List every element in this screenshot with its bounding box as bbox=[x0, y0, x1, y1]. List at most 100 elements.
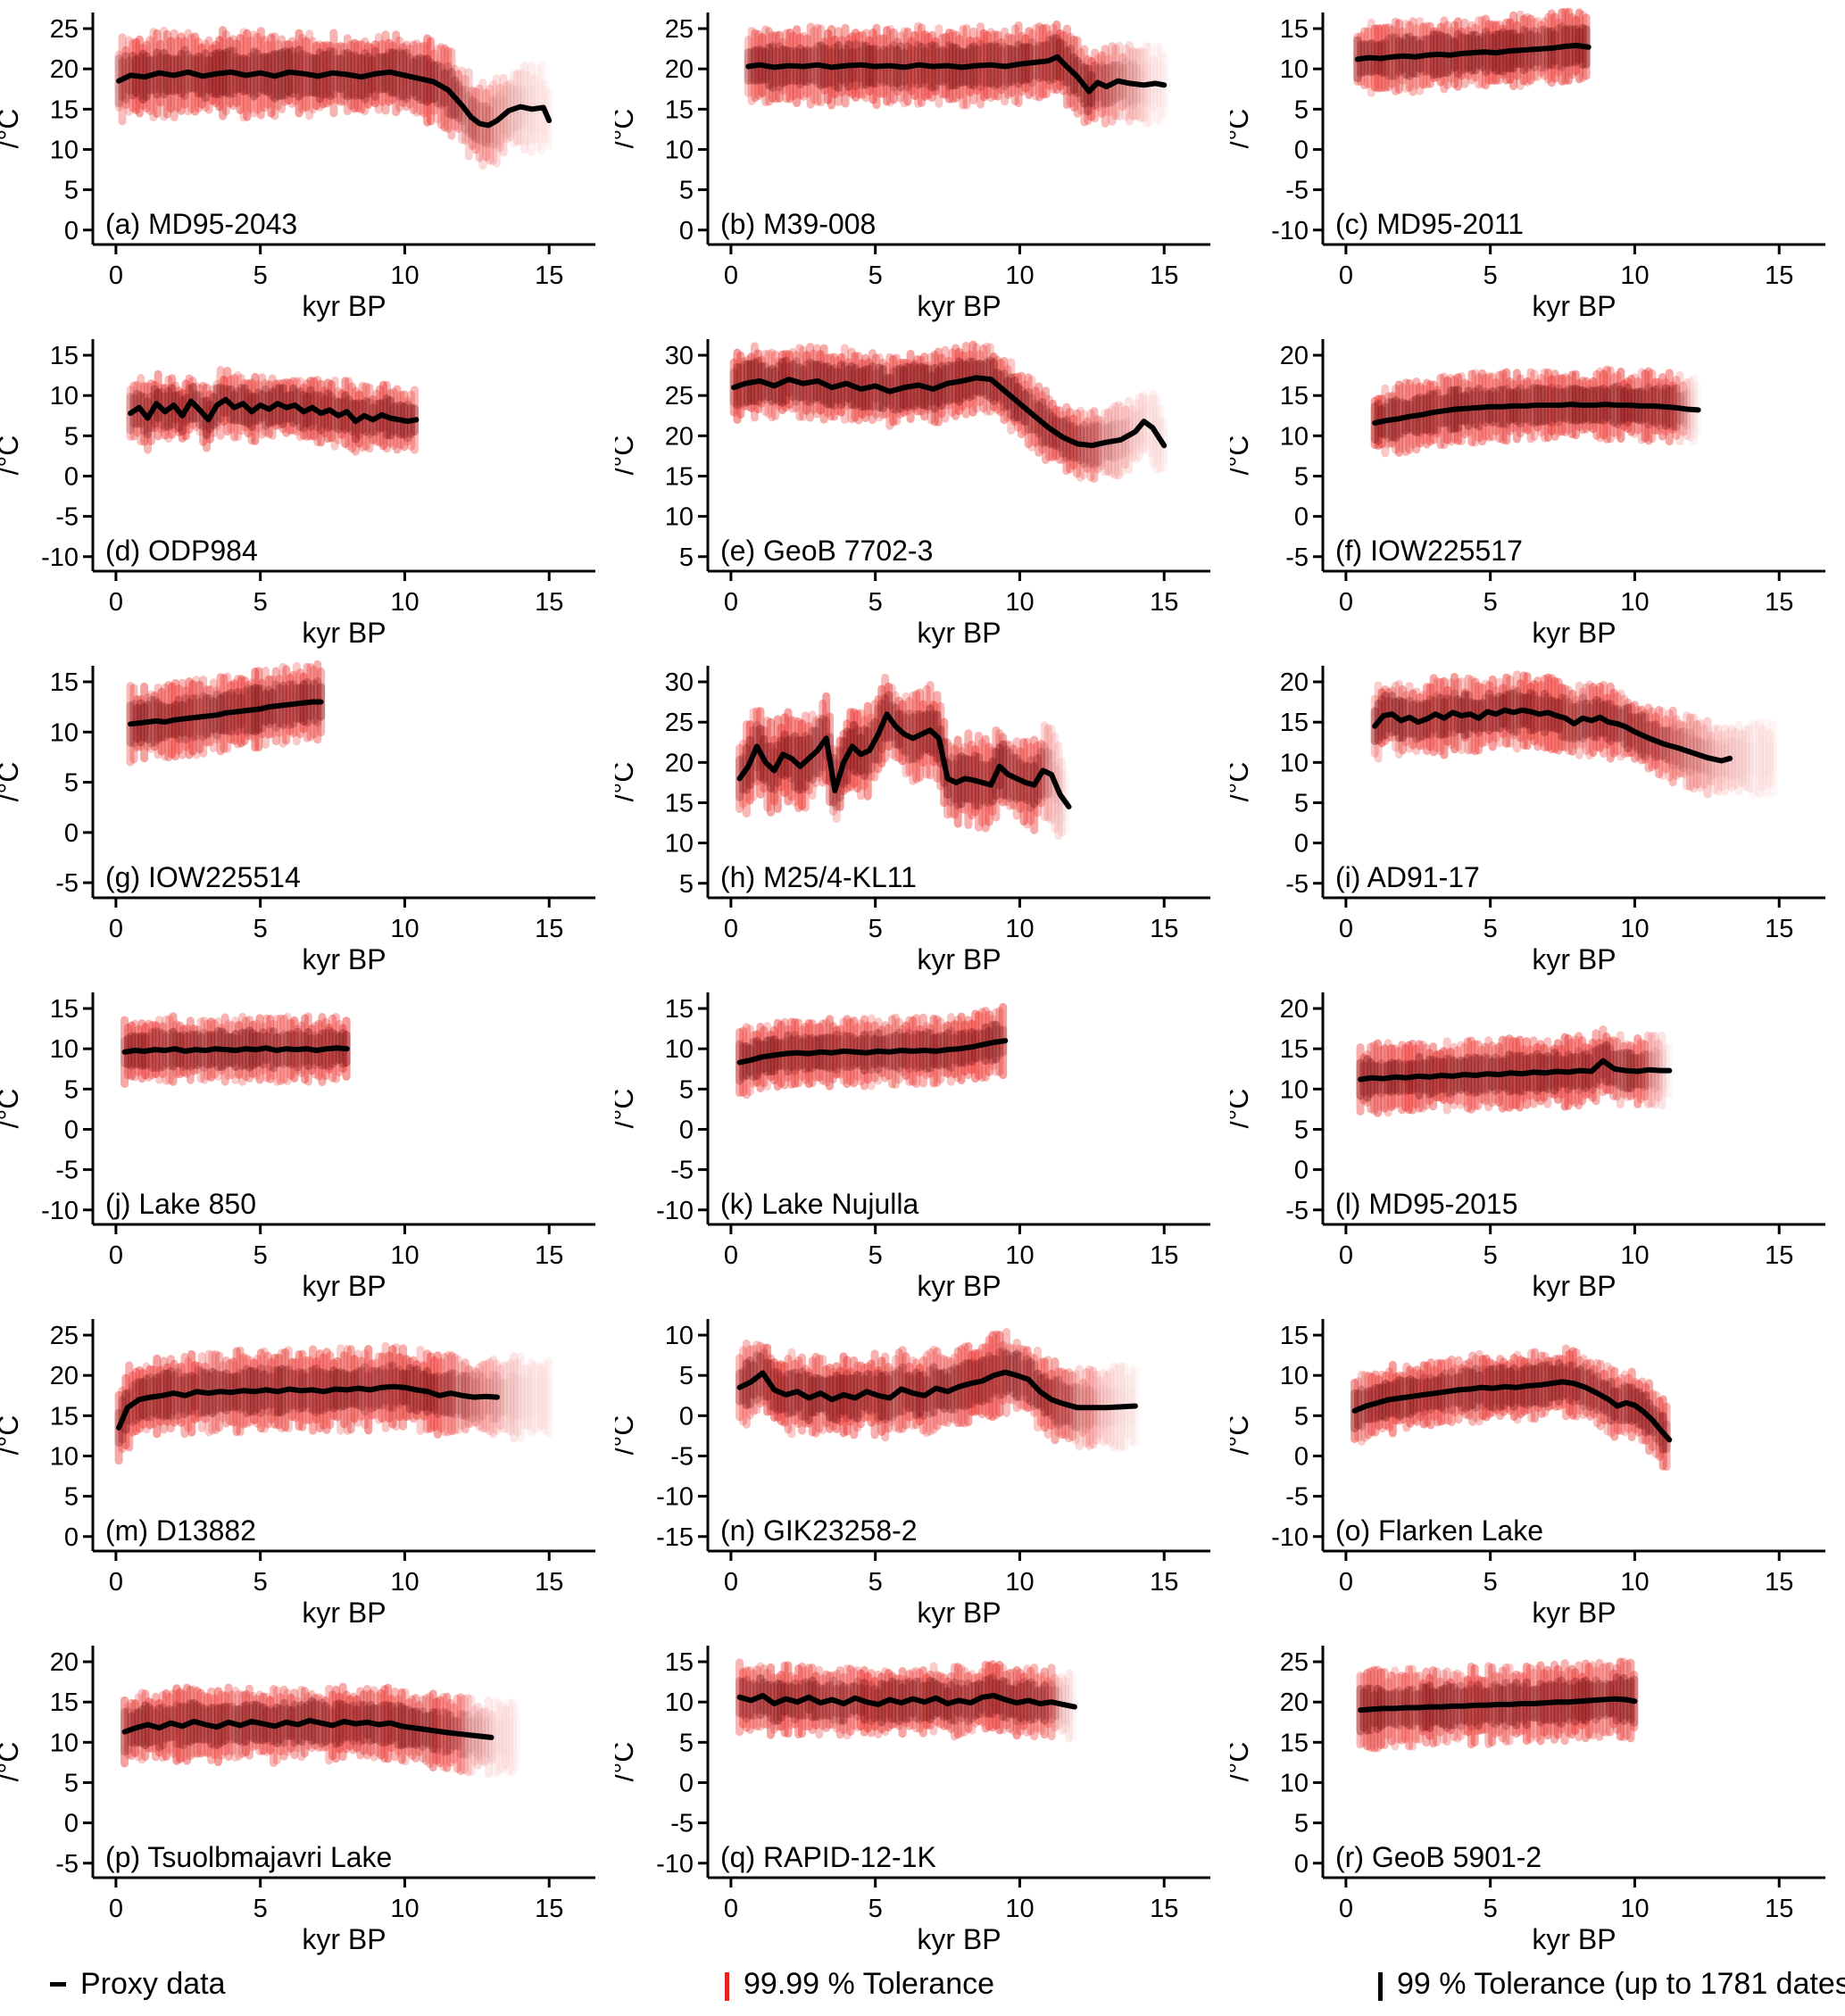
chart-g-canvas: -5 0 5 10 15 0 5 10 15 kyr BP /°C (g) IOW225514 bbox=[0, 660, 595, 975]
svg-text:5: 5 bbox=[679, 870, 694, 899]
svg-text:5: 5 bbox=[1294, 1402, 1309, 1431]
svg-text:kyr BP: kyr BP bbox=[917, 1270, 1001, 1302]
svg-text:-5: -5 bbox=[1285, 543, 1309, 572]
svg-text:kyr BP: kyr BP bbox=[917, 943, 1001, 975]
svg-text:10: 10 bbox=[50, 136, 79, 164]
svg-text:5: 5 bbox=[64, 422, 79, 451]
svg-text:5: 5 bbox=[1483, 588, 1498, 617]
legend-item-tolerance-9999: 99.99 % Tolerance bbox=[725, 1967, 994, 2004]
svg-text:10: 10 bbox=[390, 261, 419, 290]
svg-text:10: 10 bbox=[665, 830, 694, 859]
svg-text:/°C: /°C bbox=[1230, 1089, 1254, 1129]
svg-text:0: 0 bbox=[1294, 1850, 1309, 1879]
svg-text:15: 15 bbox=[1150, 1241, 1178, 1270]
svg-text:-10: -10 bbox=[41, 1197, 79, 1225]
legend-item-tolerance-99: 99 % Tolerance (up to 1781 dates) bbox=[1378, 1967, 1845, 2004]
svg-text:25: 25 bbox=[665, 382, 694, 411]
svg-text:15: 15 bbox=[1150, 261, 1178, 290]
svg-text:0: 0 bbox=[1339, 1568, 1353, 1597]
svg-text:0: 0 bbox=[1294, 1157, 1309, 1185]
chart-panel-d: -10 -5 0 5 10 15 0 5 10 15 kyr BP /°C (d) ODP984 bbox=[0, 327, 615, 653]
svg-text:/°C: /°C bbox=[1230, 1415, 1254, 1456]
chart-e-canvas: 5 10 15 20 25 30 0 5 10 15 kyr BP /°C (e) GeoB 7702-… bbox=[615, 339, 1210, 649]
svg-text:kyr BP: kyr BP bbox=[302, 1597, 386, 1629]
svg-text:/°C: /°C bbox=[0, 1089, 24, 1129]
svg-text:20: 20 bbox=[50, 1362, 79, 1390]
svg-text:15: 15 bbox=[535, 915, 563, 943]
svg-text:15: 15 bbox=[665, 995, 694, 1024]
svg-text:5: 5 bbox=[1294, 789, 1309, 817]
chart-panel-g: -5 0 5 10 15 0 5 10 15 kyr BP /°C (g) IOW225514 bbox=[0, 653, 615, 980]
svg-text:kyr BP: kyr BP bbox=[917, 290, 1001, 322]
svg-text:5: 5 bbox=[679, 1362, 694, 1390]
svg-text:10: 10 bbox=[1620, 261, 1649, 290]
svg-text:15: 15 bbox=[1765, 588, 1793, 617]
svg-text:5: 5 bbox=[64, 769, 79, 798]
svg-text:0: 0 bbox=[724, 1895, 738, 1923]
svg-text:25: 25 bbox=[50, 1322, 79, 1350]
chart-panel-e: 5 10 15 20 25 30 0 5 10 15 kyr BP /°C (e) GeoB 7702-… bbox=[615, 327, 1230, 653]
svg-text:kyr BP: kyr BP bbox=[302, 290, 386, 322]
svg-text:(j) Lake 850: (j) Lake 850 bbox=[105, 1188, 256, 1220]
svg-text:-5: -5 bbox=[1285, 177, 1309, 205]
svg-text:0: 0 bbox=[109, 1895, 123, 1923]
svg-text:10: 10 bbox=[665, 1035, 694, 1064]
chart-panel-a: 0 5 10 15 20 25 0 5 10 15 kyr BP /°C (a) MD95-2043 bbox=[0, 0, 615, 327]
svg-text:10: 10 bbox=[50, 1442, 79, 1471]
svg-text:-10: -10 bbox=[41, 543, 79, 572]
svg-text:kyr BP: kyr BP bbox=[1532, 1270, 1616, 1302]
chart-n-canvas: -15 -10 -5 0 5 10 0 5 10 15 kyr BP /°C (n) GIK23258-… bbox=[615, 1319, 1210, 1629]
chart-i-canvas: -5 0 5 10 15 20 0 5 10 15 kyr BP /°C (i) AD91-17 bbox=[1230, 666, 1825, 975]
svg-text:(o) Flarken Lake: (o) Flarken Lake bbox=[1335, 1514, 1543, 1547]
svg-text:-10: -10 bbox=[656, 1483, 694, 1512]
chart-o-canvas: -10 -5 0 5 10 15 0 5 10 15 kyr BP /°C (o) Flarken La… bbox=[1230, 1319, 1825, 1629]
svg-text:(r) GeoB 5901-2: (r) GeoB 5901-2 bbox=[1335, 1841, 1542, 1873]
svg-text:(n) GIK23258-2: (n) GIK23258-2 bbox=[720, 1514, 918, 1547]
svg-text:/°C: /°C bbox=[615, 1742, 639, 1782]
svg-text:20: 20 bbox=[50, 55, 79, 84]
svg-text:kyr BP: kyr BP bbox=[917, 617, 1001, 649]
svg-text:0: 0 bbox=[64, 1116, 79, 1144]
svg-text:(d) ODP984: (d) ODP984 bbox=[105, 535, 258, 567]
svg-text:15: 15 bbox=[1150, 588, 1178, 617]
svg-text:0: 0 bbox=[679, 217, 694, 245]
svg-text:(m) D13882: (m) D13882 bbox=[105, 1514, 256, 1547]
svg-text:0: 0 bbox=[64, 819, 79, 848]
svg-text:15: 15 bbox=[535, 1895, 563, 1923]
svg-text:5: 5 bbox=[868, 1241, 883, 1270]
svg-text:0: 0 bbox=[109, 1241, 123, 1270]
svg-text:-5: -5 bbox=[1285, 1197, 1309, 1225]
svg-text:0: 0 bbox=[679, 1402, 694, 1431]
svg-text:10: 10 bbox=[1620, 1568, 1649, 1597]
svg-text:20: 20 bbox=[1280, 668, 1309, 697]
svg-text:0: 0 bbox=[109, 261, 123, 290]
chart-panel-i: -5 0 5 10 15 20 0 5 10 15 kyr BP /°C (i) AD91-17 bbox=[1230, 653, 1845, 980]
chart-panel-c: -10 -5 0 5 10 15 0 5 10 15 kyr BP /°C (c) MD95-2011 bbox=[1230, 0, 1845, 327]
svg-text:(q) RAPID-12-1K: (q) RAPID-12-1K bbox=[720, 1841, 936, 1873]
svg-text:/°C: /°C bbox=[0, 762, 24, 802]
svg-text:(k) Lake Nujulla: (k) Lake Nujulla bbox=[720, 1188, 919, 1220]
svg-text:5: 5 bbox=[679, 543, 694, 572]
svg-text:(g) IOW225514: (g) IOW225514 bbox=[105, 861, 301, 893]
chart-panel-j: -10 -5 0 5 10 15 0 5 10 15 kyr BP /°C (j) Lake 850 bbox=[0, 980, 615, 1307]
proxy-line-symbol bbox=[50, 1982, 66, 1987]
svg-text:15: 15 bbox=[50, 995, 79, 1024]
svg-text:5: 5 bbox=[679, 177, 694, 205]
svg-text:5: 5 bbox=[1294, 1810, 1309, 1838]
svg-text:/°C: /°C bbox=[1230, 109, 1254, 149]
svg-text:0: 0 bbox=[724, 261, 738, 290]
svg-text:kyr BP: kyr BP bbox=[302, 617, 386, 649]
svg-text:/°C: /°C bbox=[615, 109, 639, 149]
svg-text:0: 0 bbox=[1339, 1241, 1353, 1270]
svg-text:(f) IOW225517: (f) IOW225517 bbox=[1335, 535, 1523, 567]
chart-panel-k: -10 -5 0 5 10 15 0 5 10 15 kyr BP /°C (k) Lake Nujul… bbox=[615, 980, 1230, 1307]
svg-text:5: 5 bbox=[64, 1769, 79, 1797]
svg-text:-10: -10 bbox=[656, 1850, 694, 1879]
svg-text:0: 0 bbox=[1339, 915, 1353, 943]
svg-text:10: 10 bbox=[1280, 749, 1309, 777]
tolerance-99-bar-symbol bbox=[1378, 1972, 1383, 2001]
svg-text:10: 10 bbox=[1280, 1362, 1309, 1390]
svg-text:15: 15 bbox=[1765, 1568, 1793, 1597]
svg-text:20: 20 bbox=[1280, 995, 1309, 1024]
tolerance-9999-bar-symbol bbox=[725, 1972, 729, 2001]
